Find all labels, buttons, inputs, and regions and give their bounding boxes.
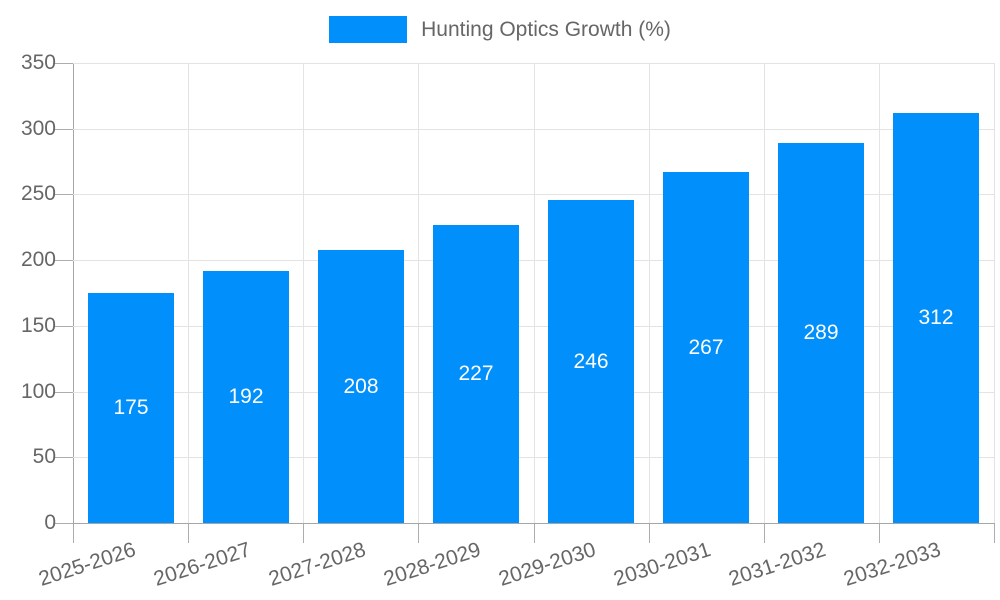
y-gridline bbox=[73, 457, 994, 458]
x-axis-category-label: 2025-2026 bbox=[35, 538, 139, 591]
bar-value-label: 227 bbox=[458, 362, 494, 385]
x-axis-category-label: 2030-2031 bbox=[610, 538, 714, 591]
bar[interactable] bbox=[893, 113, 979, 523]
x-gridline bbox=[879, 63, 880, 523]
y-gridline bbox=[73, 194, 994, 195]
bar[interactable] bbox=[548, 200, 634, 523]
x-gridline bbox=[534, 63, 535, 523]
y-axis-tick bbox=[54, 523, 73, 524]
bar[interactable] bbox=[663, 172, 749, 523]
y-axis-tick-label: 100 bbox=[20, 380, 56, 403]
y-axis-tick bbox=[54, 457, 73, 458]
y-axis-tick bbox=[54, 260, 73, 261]
x-axis-tick bbox=[303, 524, 304, 543]
y-axis-tick bbox=[54, 326, 73, 327]
x-axis-tick bbox=[649, 524, 650, 543]
x-axis-tick bbox=[418, 524, 419, 543]
y-axis-tick-label: 50 bbox=[32, 445, 56, 468]
legend-swatch bbox=[329, 16, 408, 43]
x-axis-tick bbox=[994, 524, 995, 543]
x-gridline bbox=[303, 63, 304, 523]
bar[interactable] bbox=[88, 293, 174, 523]
x-axis-tick bbox=[73, 524, 74, 543]
y-axis-tick-label: 350 bbox=[20, 51, 56, 74]
x-gridline bbox=[188, 63, 189, 523]
bar-value-label: 192 bbox=[228, 385, 264, 408]
bar[interactable] bbox=[318, 250, 404, 523]
y-axis-tick-label: 150 bbox=[20, 314, 56, 337]
x-axis-category-label: 2032-2033 bbox=[840, 538, 944, 591]
x-gridline bbox=[418, 63, 419, 523]
y-axis-tick bbox=[54, 63, 73, 64]
x-axis-category-label: 2028-2029 bbox=[380, 538, 484, 591]
x-axis-category-label: 2029-2030 bbox=[495, 538, 599, 591]
bar-value-label: 175 bbox=[113, 396, 149, 419]
x-axis-tick bbox=[764, 524, 765, 543]
x-axis-tick bbox=[534, 524, 535, 543]
bar-value-label: 267 bbox=[688, 336, 724, 359]
x-gridline bbox=[994, 63, 995, 523]
y-gridline bbox=[73, 129, 994, 130]
bar[interactable] bbox=[778, 143, 864, 523]
x-axis-category-label: 2026-2027 bbox=[150, 538, 254, 591]
y-axis-tick-label: 300 bbox=[20, 117, 56, 140]
x-axis-category-label: 2031-2032 bbox=[725, 538, 829, 591]
legend[interactable]: Hunting Optics Growth (%) bbox=[0, 16, 1000, 43]
bar[interactable] bbox=[433, 225, 519, 523]
y-gridline bbox=[73, 326, 994, 327]
y-gridline bbox=[73, 260, 994, 261]
y-gridline bbox=[73, 63, 994, 64]
bar-value-label: 208 bbox=[343, 375, 379, 398]
bar[interactable] bbox=[203, 271, 289, 523]
bar-value-label: 289 bbox=[803, 321, 839, 344]
y-gridline bbox=[73, 392, 994, 393]
x-gridline bbox=[764, 63, 765, 523]
bar-value-label: 246 bbox=[573, 350, 609, 373]
y-axis-tick bbox=[54, 194, 73, 195]
x-axis-tick bbox=[188, 524, 189, 543]
y-axis-tick-label: 0 bbox=[44, 511, 56, 534]
legend-series-label: Hunting Optics Growth (%) bbox=[421, 17, 671, 41]
y-axis-tick bbox=[54, 392, 73, 393]
x-axis-tick bbox=[879, 524, 880, 543]
y-axis-tick-label: 250 bbox=[20, 182, 56, 205]
plot-area bbox=[73, 63, 995, 524]
y-axis-tick-label: 200 bbox=[20, 248, 56, 271]
x-axis-category-label: 2027-2028 bbox=[265, 538, 369, 591]
x-gridline bbox=[649, 63, 650, 523]
bar-value-label: 312 bbox=[918, 306, 954, 329]
y-axis-tick bbox=[54, 129, 73, 130]
